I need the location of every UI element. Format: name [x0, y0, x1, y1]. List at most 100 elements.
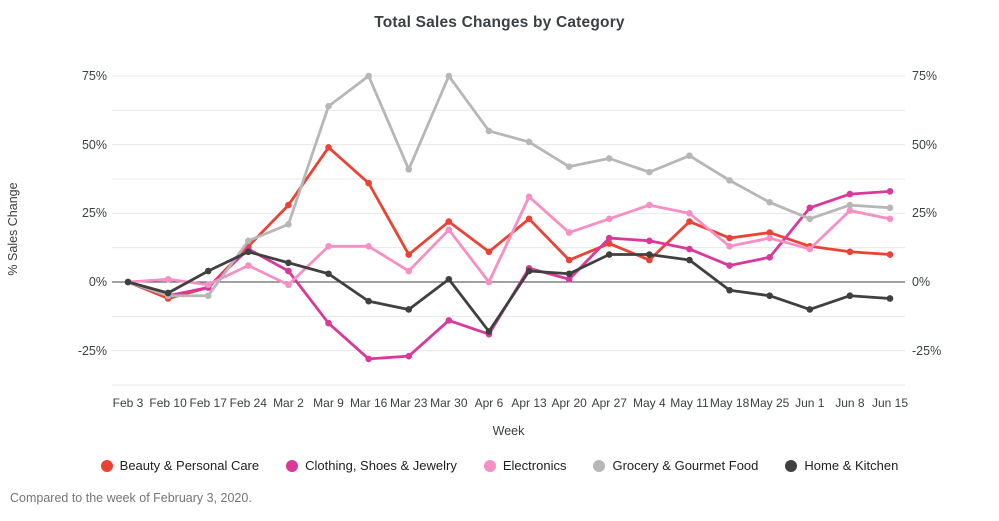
data-point [485, 278, 493, 286]
x-axis-tick-label: Apr 6 [474, 396, 504, 410]
y-axis-tick-label: 25% [81, 206, 107, 221]
data-point [806, 204, 814, 212]
x-axis-tick-label: Mar 30 [430, 396, 468, 410]
legend-label: Beauty & Personal Care [119, 458, 260, 473]
data-point [565, 163, 573, 170]
data-point [164, 275, 172, 283]
series-line [126, 250, 892, 333]
x-axis-tick-label: Jun 8 [835, 396, 865, 410]
data-point [605, 240, 613, 247]
data-point [686, 245, 693, 253]
series-color-dot-icon [286, 459, 299, 472]
series-color-dot-icon [593, 459, 606, 472]
data-point [405, 352, 413, 360]
data-point [204, 292, 212, 300]
data-point [285, 267, 292, 275]
data-point [285, 221, 292, 228]
legend-label: Electronics [502, 458, 567, 473]
x-axis-tick-label: Mar 9 [313, 396, 344, 410]
series-line [126, 189, 892, 361]
data-point [646, 251, 653, 258]
data-point [485, 248, 493, 256]
data-point [686, 152, 693, 159]
y-axis-tick-label: 75% [81, 69, 107, 83]
data-point [525, 267, 533, 275]
data-point [766, 229, 773, 236]
data-point [445, 275, 453, 283]
data-point [365, 179, 372, 187]
y-axis-tick-label: 25% [912, 206, 938, 221]
x-axis-tick-label: Mar 2 [273, 396, 304, 410]
series-line [126, 146, 892, 300]
data-point [646, 201, 653, 209]
x-axis-tick-label: May 18 [709, 396, 750, 410]
y-axis-tick-label: -25% [912, 343, 942, 358]
series-color-dot-icon [100, 459, 113, 472]
data-point [886, 295, 894, 302]
data-point [365, 297, 372, 305]
data-point [565, 275, 573, 283]
footnote: Compared to the week of February 3, 2020… [10, 491, 252, 505]
data-point [886, 215, 894, 223]
data-point [285, 281, 292, 289]
series-line [126, 195, 892, 287]
x-axis-tick-label: May 25 [749, 396, 790, 410]
legend-item-electronics[interactable]: Electronics [483, 458, 567, 473]
data-point [565, 256, 573, 264]
data-point [806, 306, 814, 313]
data-point [325, 319, 332, 327]
data-point [565, 270, 573, 278]
x-axis-tick-label: Mar 16 [349, 396, 388, 410]
data-point [124, 278, 132, 286]
data-point [365, 72, 372, 80]
x-axis-tick-label: Apr 13 [511, 396, 547, 410]
x-axis-tick-label: Feb 24 [229, 396, 267, 410]
data-point [405, 306, 413, 313]
x-axis-tick-label: Apr 27 [591, 396, 627, 410]
data-point [445, 317, 453, 324]
data-point [605, 155, 613, 162]
data-point [445, 218, 453, 225]
data-point [726, 286, 733, 294]
data-point [846, 207, 854, 214]
x-axis-tick-label: May 4 [633, 396, 666, 410]
data-point [325, 242, 332, 250]
data-point [325, 144, 332, 151]
data-point [646, 256, 653, 264]
data-point [726, 234, 733, 242]
x-axis-tick-label: May 11 [670, 396, 709, 410]
data-point [405, 251, 413, 258]
legend-item-beauty-personal-care[interactable]: Beauty & Personal Care [100, 458, 260, 473]
data-point [485, 328, 493, 335]
y-axis-tick-label: -25% [77, 343, 107, 358]
x-axis-tick-label: Jun 1 [795, 396, 825, 410]
legend-item-clothing-shoes-jewelry[interactable]: Clothing, Shoes & Jewelry [286, 458, 457, 473]
data-point [766, 292, 773, 300]
data-point [766, 253, 773, 261]
data-point [646, 168, 653, 176]
data-point [525, 193, 533, 201]
data-point [445, 72, 453, 80]
x-axis-tick-label: Feb 17 [189, 396, 227, 410]
data-point [846, 190, 854, 198]
data-point [405, 267, 413, 275]
y-axis-title: % Sales Change [6, 182, 20, 276]
data-point [525, 215, 533, 223]
data-point [485, 127, 493, 135]
legend-label: Home & Kitchen [804, 458, 899, 473]
data-point [886, 188, 894, 195]
data-point [405, 166, 413, 173]
data-point [565, 229, 573, 236]
y-axis-tick-label: 75% [912, 69, 938, 83]
data-point [846, 248, 854, 256]
x-axis-tick-label: Feb 3 [112, 396, 144, 410]
data-point [686, 210, 693, 217]
legend-item-home-kitchen[interactable]: Home & Kitchen [785, 458, 898, 473]
x-axis-tick-label: Apr 20 [551, 396, 587, 410]
data-point [806, 215, 814, 223]
data-point [445, 226, 453, 234]
series-line [126, 74, 892, 298]
y-axis-tick-label: 0% [88, 275, 107, 289]
legend-item-grocery-gourmet-food[interactable]: Grocery & Gourmet Food [593, 458, 758, 473]
